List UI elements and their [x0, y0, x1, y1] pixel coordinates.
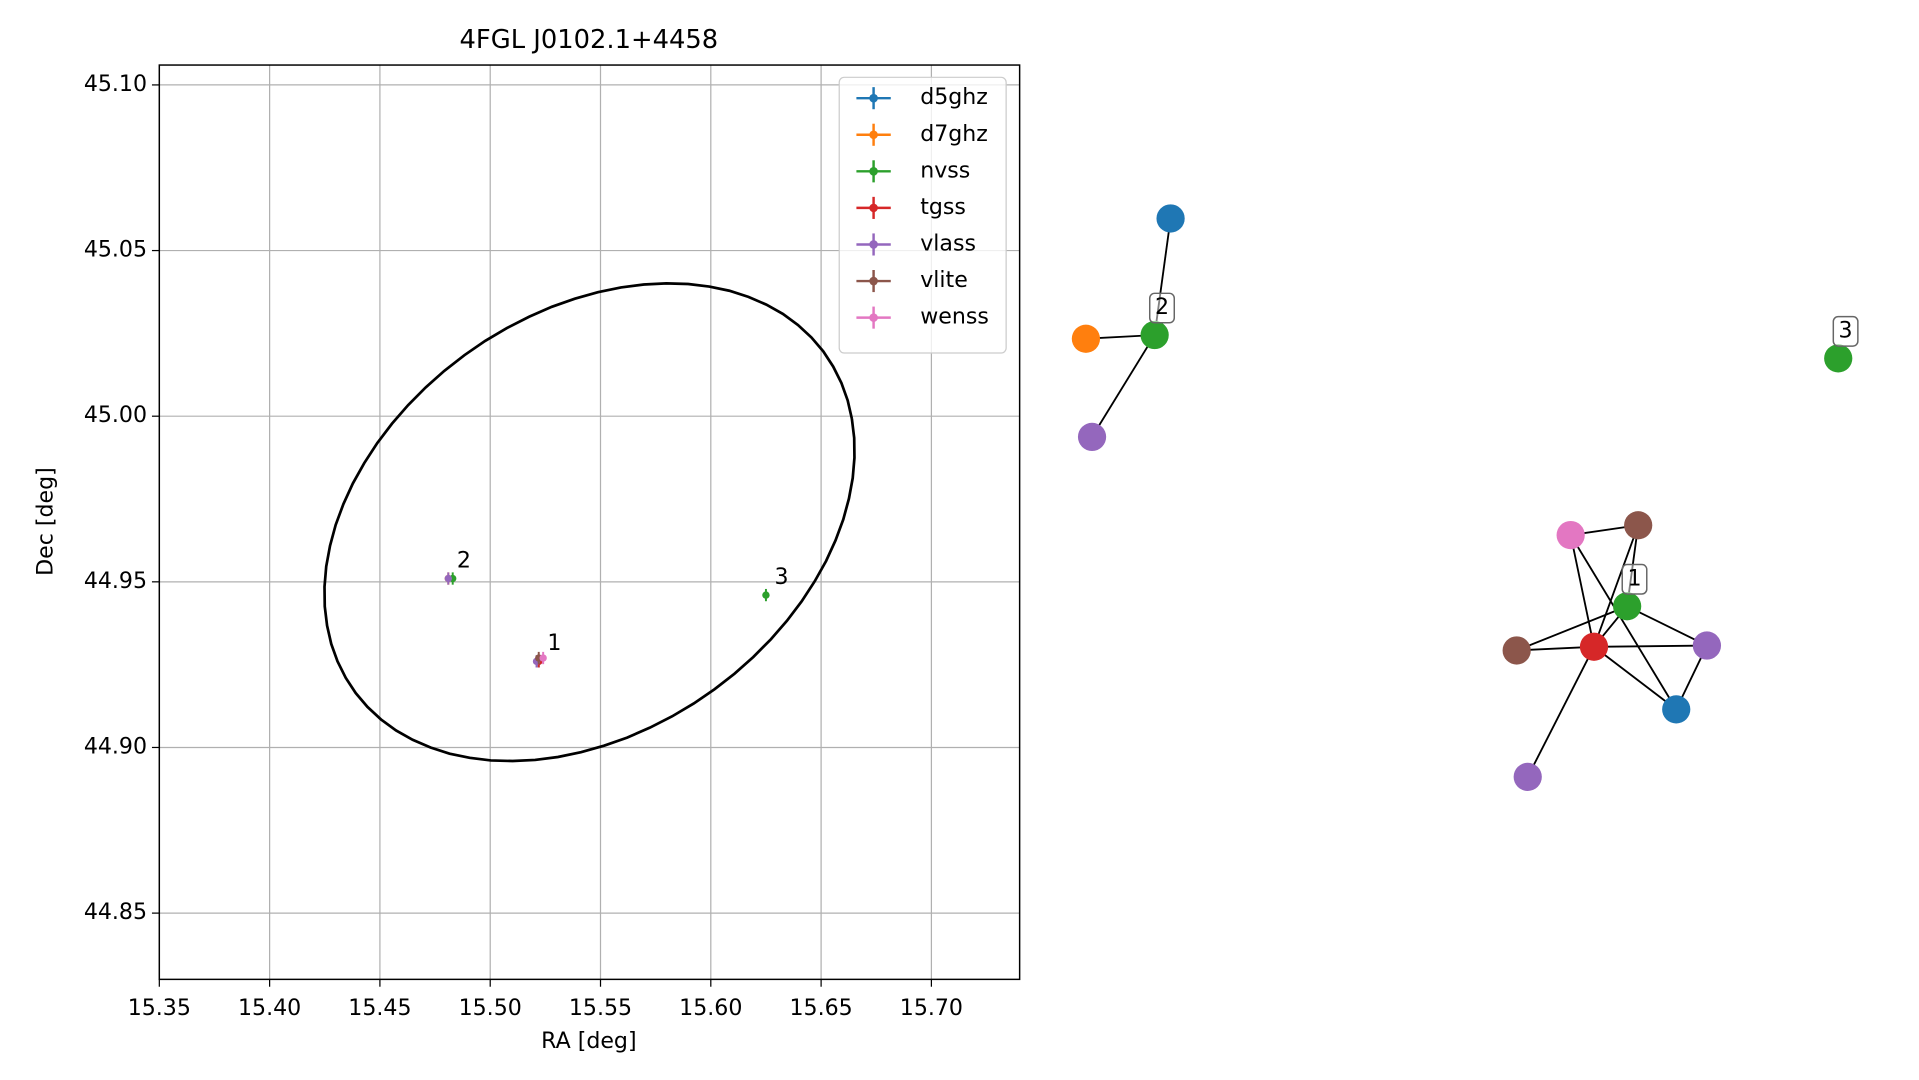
y-axis-label: Dec [deg]	[32, 467, 58, 576]
node	[1824, 344, 1853, 373]
legend-label: d7ghz	[920, 121, 988, 147]
label-box	[1621, 563, 1648, 595]
legend-marker	[869, 240, 878, 249]
y-tick-label: 45.10	[84, 71, 147, 97]
edge	[1593, 524, 1640, 648]
node	[1071, 324, 1101, 353]
node	[1556, 520, 1585, 550]
point	[539, 654, 547, 662]
x-tick-label: 15.50	[459, 995, 522, 1021]
legend-box	[838, 76, 1007, 354]
node-label: 3	[1839, 317, 1853, 343]
node	[1613, 592, 1642, 621]
node	[1077, 422, 1107, 452]
legend-label: vlite	[920, 267, 968, 293]
edge	[1569, 534, 1678, 710]
legend-marker	[869, 167, 878, 176]
legend-label: tgss	[920, 194, 966, 220]
node	[1624, 511, 1653, 540]
legend-marker	[869, 313, 878, 322]
node	[1156, 204, 1185, 233]
edge	[1626, 605, 1708, 647]
edge	[1593, 646, 1677, 711]
legend-marker	[869, 130, 878, 140]
legend-label: d5ghz	[920, 84, 988, 110]
x-tick-label: 15.40	[238, 995, 301, 1021]
x-tick-label: 15.45	[348, 995, 411, 1021]
y-tick-label: 44.85	[84, 899, 147, 925]
x-tick-label: 15.55	[569, 995, 632, 1021]
x-tick-label: 15.60	[679, 995, 742, 1021]
legend-marker	[869, 203, 878, 213]
y-tick-label: 45.05	[84, 237, 147, 263]
point	[444, 574, 452, 583]
x-axis-label: RA [deg]	[541, 1028, 636, 1054]
node	[1513, 762, 1542, 791]
legend-label: wenss	[920, 304, 989, 330]
plot-frame	[158, 64, 1021, 981]
annotation: 1	[547, 630, 561, 656]
label-box	[1832, 315, 1859, 347]
edge	[1569, 534, 1595, 647]
error-ellipse	[323, 282, 856, 763]
node-label: 2	[1155, 294, 1169, 320]
edge	[1516, 605, 1628, 652]
legend-label: vlass	[920, 230, 976, 256]
node	[1140, 320, 1169, 350]
annotation: 3	[775, 564, 789, 590]
legend-marker	[869, 93, 878, 103]
label-box	[1148, 292, 1176, 324]
x-tick-label: 15.70	[900, 995, 963, 1021]
point	[762, 591, 770, 599]
y-tick-label: 44.95	[84, 568, 147, 594]
node	[1662, 695, 1691, 724]
edge	[1593, 644, 1707, 648]
edge	[1526, 646, 1595, 778]
chart-title: 4FGL J0102.1+4458	[460, 25, 719, 55]
annotation: 2	[457, 547, 471, 573]
legend-marker	[869, 276, 878, 286]
edge	[1091, 334, 1156, 438]
x-tick-label: 15.35	[128, 995, 191, 1021]
node	[1502, 636, 1531, 665]
x-tick-label: 15.65	[789, 995, 852, 1021]
node-label: 1	[1627, 565, 1641, 591]
node	[1579, 632, 1609, 661]
legend-label: nvss	[920, 157, 970, 183]
y-tick-label: 44.90	[84, 733, 147, 759]
node	[1692, 631, 1722, 660]
y-tick-label: 45.00	[84, 402, 147, 428]
